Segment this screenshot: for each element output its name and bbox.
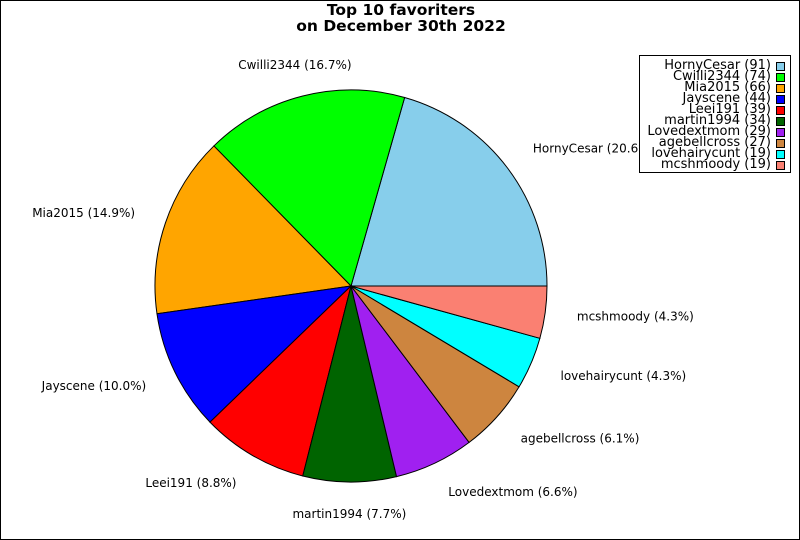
legend-item-mia2015: Mia2015 (66)	[640, 80, 790, 95]
chart-subtitle: on December 30th 2022	[296, 17, 506, 35]
slice-label-jayscene: Jayscene (10.0%)	[41, 379, 147, 393]
legend-swatch	[776, 128, 785, 137]
slice-label-cwilli2344: Cwilli2344 (16.7%)	[238, 58, 351, 72]
pie-slice-martin1994	[302, 285, 398, 483]
legend-label: HornyCesar (91)	[664, 58, 771, 73]
slice-label-leei191: Leei191 (8.8%)	[145, 476, 236, 490]
legend-label: mcshmoody (19)	[660, 157, 771, 172]
legend-swatch	[776, 161, 785, 170]
slice-label-martin1994: martin1994 (7.7%)	[292, 507, 406, 521]
legend-swatch	[776, 73, 785, 82]
legend-swatch	[776, 95, 785, 104]
slice-label-hornycesar: HornyCesar (20.6%)	[533, 142, 654, 156]
legend-swatch	[776, 139, 785, 148]
legend-item-hornycesar: HornyCesar (91)	[640, 58, 790, 73]
legend-item-lovehairycunt: lovehairycunt (19)	[640, 146, 790, 161]
slice-label-lovehairycunt: lovehairycunt (4.3%)	[561, 369, 687, 383]
legend-item-jayscene: Jayscene (44)	[640, 91, 790, 106]
legend-label: Leei191 (39)	[688, 102, 771, 117]
legend-swatch	[776, 84, 785, 93]
pie-slice-hornycesar	[350, 96, 548, 287]
legend-label: Cwilli2344 (74)	[672, 69, 771, 84]
pie-slice-mia2015	[154, 145, 353, 315]
pie-slice-leei191	[209, 284, 352, 477]
legend-label: Jayscene (44)	[682, 91, 771, 106]
pie-slice-jayscene	[156, 285, 353, 423]
slice-label-mcshmoody: mcshmoody (4.3%)	[577, 310, 694, 324]
legend-label: martin1994 (34)	[664, 113, 771, 128]
legend-label: Lovedextmom (29)	[647, 124, 771, 139]
legend-item-martin1994: martin1994 (34)	[640, 113, 790, 128]
legend-item-leei191: Leei191 (39)	[640, 102, 790, 117]
legend-item-agebellcross: agebellcross (27)	[640, 135, 790, 150]
pie-slice-mcshmoody	[350, 285, 548, 339]
legend-label: agebellcross (27)	[658, 135, 771, 150]
legend-label: Mia2015 (66)	[684, 80, 771, 95]
slice-label-mia2015: Mia2015 (14.9%)	[32, 206, 135, 220]
legend-item-mcshmoody: mcshmoody (19)	[640, 157, 790, 172]
legend-swatch	[776, 150, 785, 159]
slice-label-lovedextmom: Lovedextmom (6.6%)	[448, 485, 577, 499]
legend-swatch	[776, 117, 785, 126]
legend-label: lovehairycunt (19)	[651, 146, 771, 161]
chart-title: Top 10 favoriters	[326, 1, 476, 19]
legend-swatch	[776, 106, 785, 115]
chart-legend: HornyCesar (91) Cwilli2344 (74) Mia2015 (6…	[639, 55, 791, 173]
chart-title-block: Top 10 favoriters on December 30th 2022	[1, 1, 799, 35]
pie-slice-cwilli2344	[213, 89, 406, 287]
legend-swatch	[776, 62, 785, 71]
legend-item-cwilli2344: Cwilli2344 (74)	[640, 69, 790, 84]
legend-item-lovedextmom: Lovedextmom (29)	[640, 124, 790, 139]
slice-label-agebellcross: agebellcross (6.1%)	[521, 431, 640, 445]
